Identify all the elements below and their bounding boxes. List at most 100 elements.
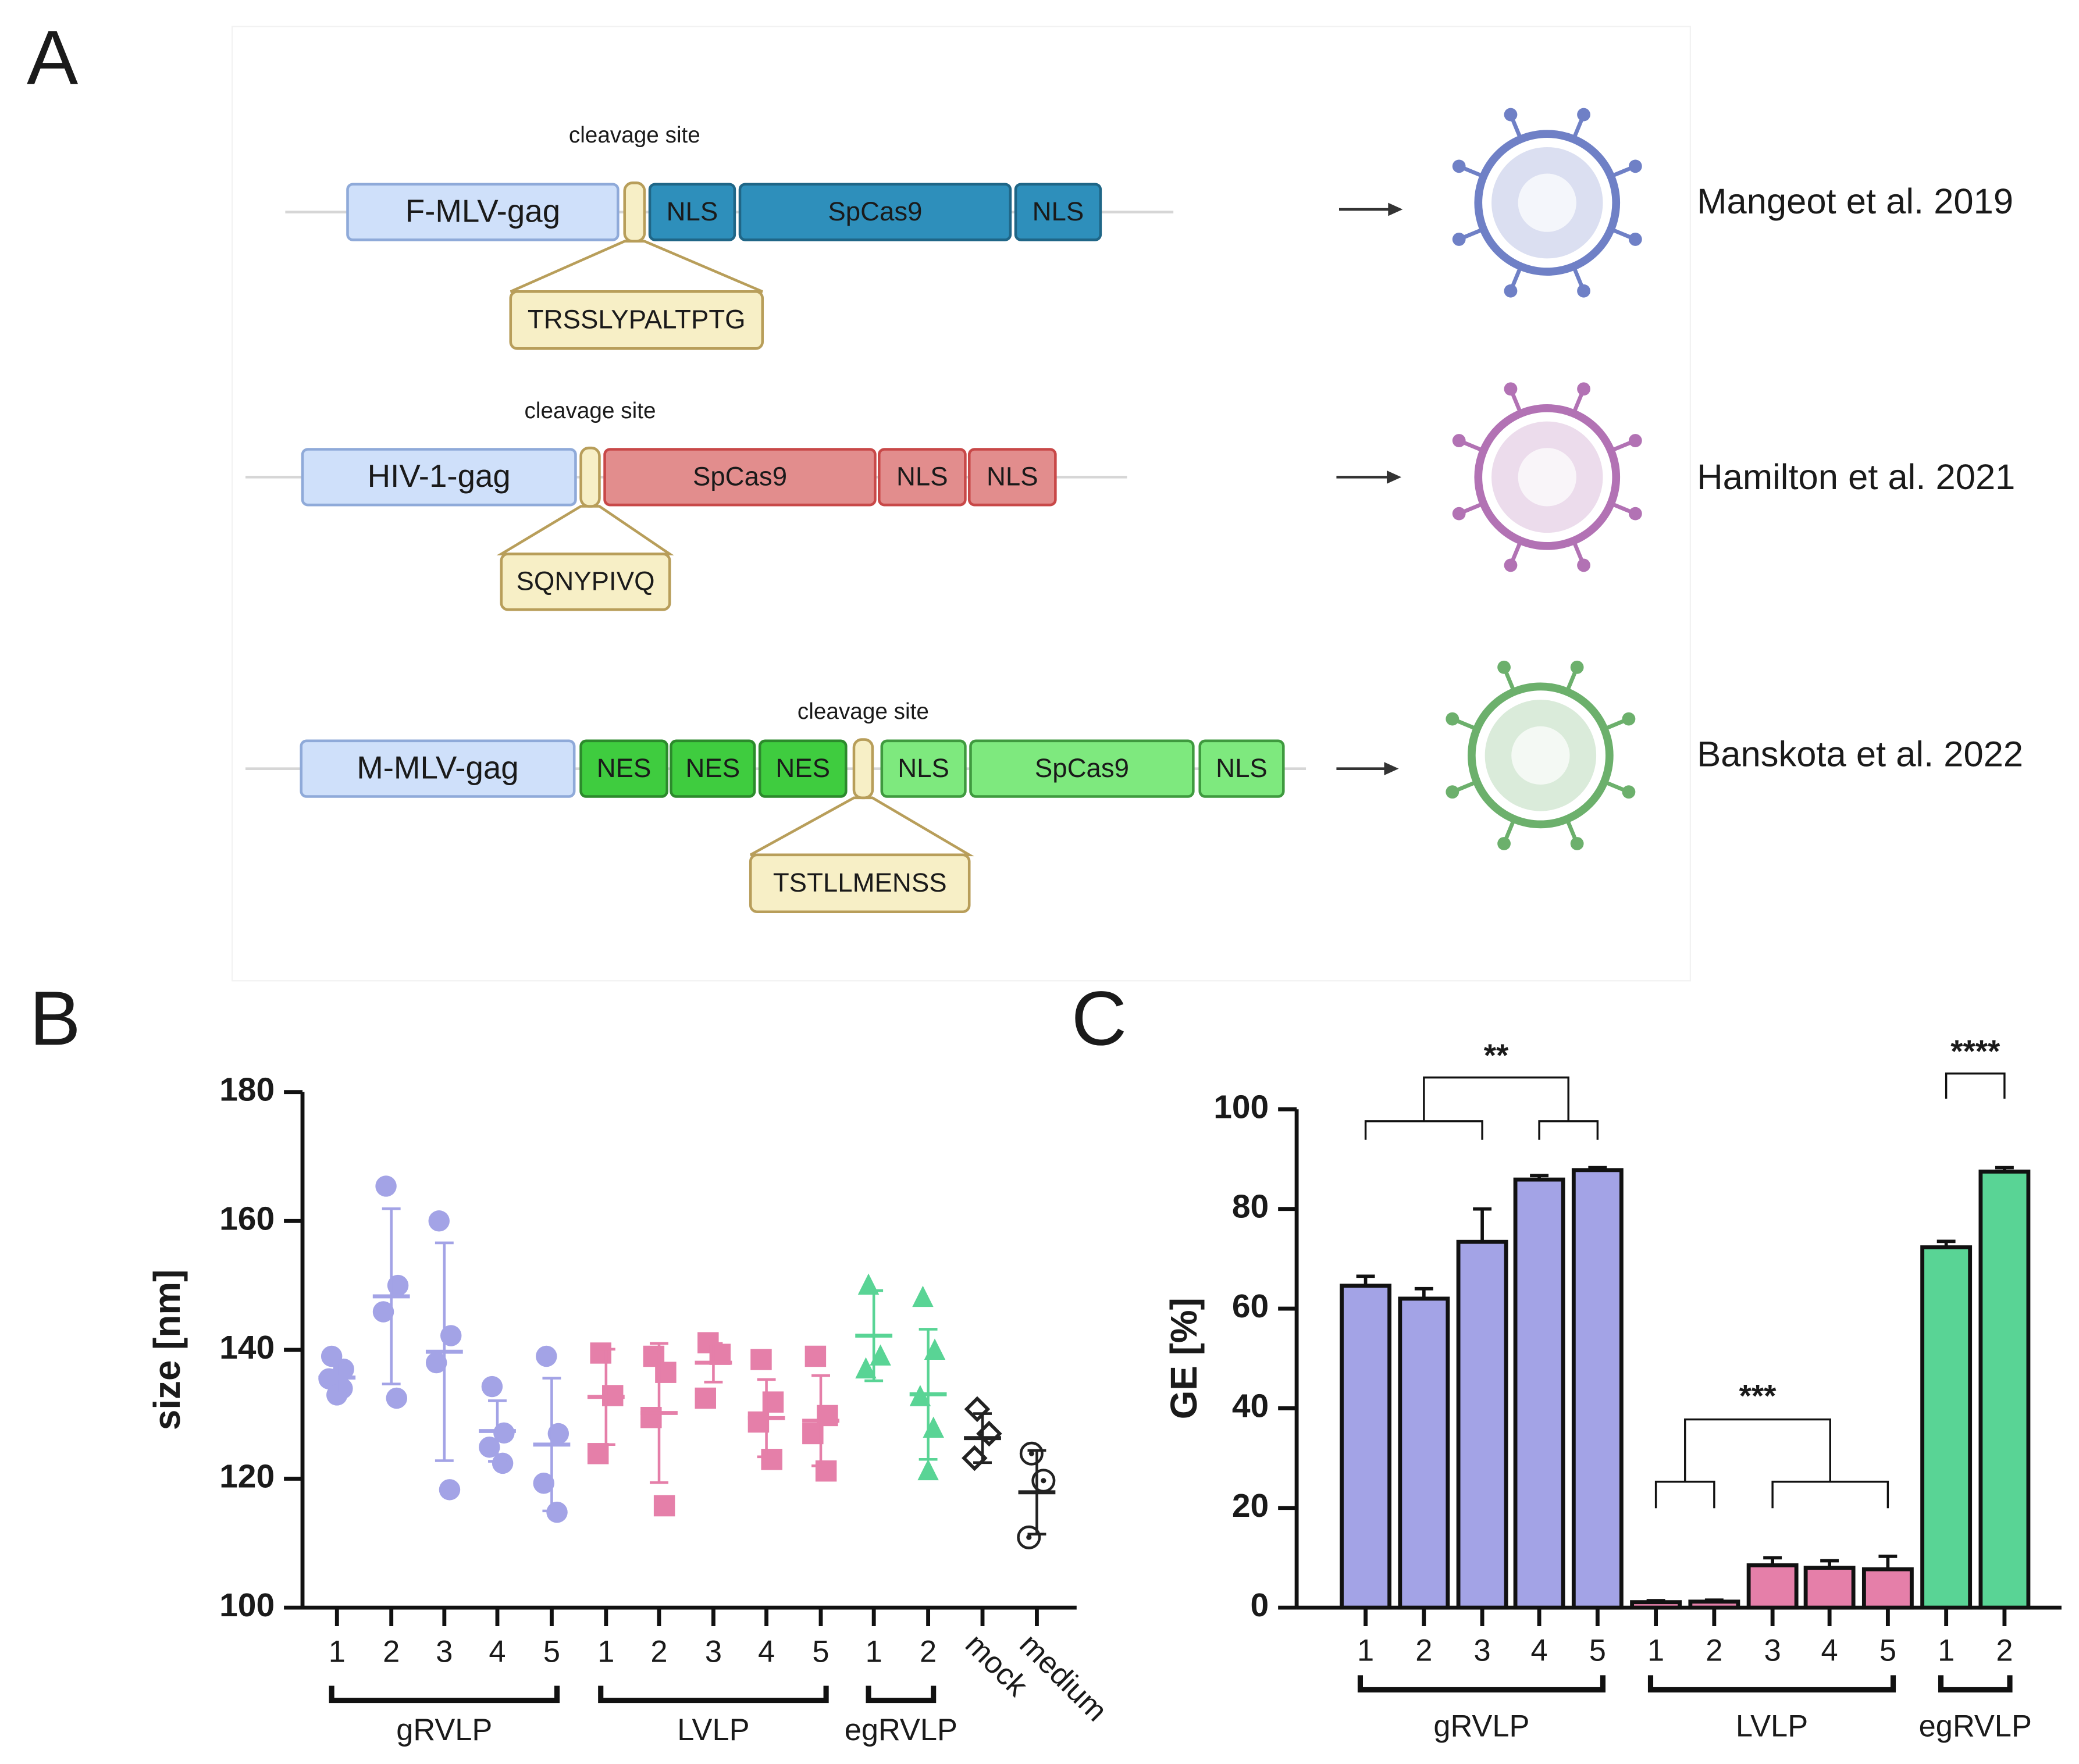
group-bracket (329, 1685, 560, 1704)
arrow-head (1388, 202, 1403, 216)
group-label: gRVLP (1433, 1709, 1529, 1743)
sequence-box (509, 290, 764, 350)
data-point (855, 1357, 877, 1379)
bar (1398, 1296, 1450, 1610)
data-point (536, 1345, 557, 1367)
segment-label: NES (685, 753, 740, 783)
y-axis-label: size [nm] (146, 1270, 188, 1431)
virus-spike (1571, 540, 1585, 564)
sequence-box (500, 553, 671, 611)
significance-bracket (1364, 1120, 1483, 1140)
data-point (372, 1301, 394, 1323)
virus-spike-tip (1446, 712, 1459, 726)
virus-spike-tip (1452, 507, 1466, 521)
cleavage-label: cleavage site (798, 699, 929, 724)
virus-spike (1510, 390, 1523, 415)
segment-label: NLS (1033, 197, 1084, 226)
data-point (653, 1495, 675, 1517)
virus-spike (1571, 265, 1585, 290)
y-tick-label: 120 (219, 1458, 275, 1495)
virus-spike-tip (1504, 558, 1518, 572)
segment (300, 739, 576, 798)
significance-bracket (1423, 1076, 1569, 1121)
segment-label: SpCas9 (1035, 753, 1129, 783)
data-point (533, 1473, 554, 1494)
y-tick-label: 0 (1251, 1587, 1269, 1624)
x-tick-label: 4 (758, 1635, 775, 1669)
bar (1861, 1567, 1914, 1610)
segment-label: NLS (667, 197, 718, 226)
data-point-dot (1041, 1478, 1046, 1484)
data-point (923, 1416, 944, 1438)
segment (1014, 183, 1102, 241)
bar (1803, 1566, 1856, 1610)
group-label: LVLP (1736, 1709, 1808, 1743)
data-point (917, 1459, 939, 1481)
significance-bracket (1771, 1480, 1889, 1509)
virus-spike-tip (1452, 434, 1466, 447)
cleavage-site (852, 738, 874, 800)
virus-spike (1571, 390, 1585, 415)
virus-spike-tip (1577, 284, 1590, 298)
virus-spike-tip (1628, 507, 1642, 521)
virus-spike-tip (1504, 382, 1518, 396)
reference: Mangeot et al. 2019 (1697, 181, 2013, 222)
virus-spike-tip (1570, 837, 1584, 850)
group-bracket (1938, 1675, 2013, 1692)
segment (346, 183, 620, 241)
data-point (912, 1285, 934, 1307)
data-point (375, 1175, 397, 1197)
segment (967, 448, 1057, 507)
virus-spike-tip (1628, 233, 1642, 246)
segment (670, 739, 756, 798)
virus-spike (1510, 116, 1523, 140)
segment (969, 739, 1195, 798)
group-bracket (1647, 1675, 1896, 1692)
group-bracket (598, 1685, 829, 1704)
virus-spike (1571, 116, 1585, 140)
x-tick-label: 1 (329, 1635, 346, 1669)
virus-spike-tip (1452, 159, 1466, 173)
group-bracket (866, 1685, 937, 1704)
data-point (750, 1349, 772, 1370)
segment (603, 448, 877, 507)
cleavage-site (579, 446, 601, 508)
x-tick-label: 2 (1415, 1634, 1432, 1667)
bar (1340, 1284, 1392, 1610)
x-tick-label: 3 (436, 1635, 453, 1669)
x-tick-label: 3 (705, 1635, 722, 1669)
cleavage-site (623, 181, 646, 243)
group-bracket (1357, 1675, 1606, 1692)
bar (1920, 1245, 1973, 1610)
data-point (761, 1449, 782, 1470)
virus-spike-tip (1577, 382, 1590, 396)
x-tick-label: 1 (1357, 1634, 1374, 1667)
x-tick-label: 5 (543, 1635, 560, 1669)
group-label: gRVLP (396, 1713, 492, 1747)
x-tick-label: 2 (383, 1635, 400, 1669)
cleavage-label: cleavage site (525, 398, 656, 423)
data-point (439, 1479, 461, 1501)
sequence: TSTLLMENSS (773, 868, 947, 897)
x-tick-label: 5 (812, 1635, 829, 1669)
data-point (479, 1436, 500, 1458)
data-point (804, 1345, 827, 1367)
x-tick-label: 1 (1938, 1634, 1955, 1667)
cleavage-label: cleavage site (569, 123, 700, 148)
segment-label: M-MLV-gag (357, 749, 519, 785)
virus-spike-tip (1622, 785, 1636, 799)
y-tick-label: 180 (219, 1071, 275, 1109)
virus-spike-tip (1570, 660, 1584, 674)
data-point (386, 1387, 408, 1409)
y-axis-label: GE [%] (1163, 1298, 1205, 1419)
panel-label: B (30, 975, 81, 1061)
y-tick-label: 160 (219, 1200, 275, 1237)
segment (880, 739, 967, 798)
significance-bracket (1684, 1418, 1831, 1482)
data-point-dot (1028, 1451, 1034, 1456)
data-point (425, 1352, 447, 1374)
segment (877, 448, 967, 507)
segment (648, 183, 736, 241)
panel-label: C (1071, 975, 1127, 1061)
